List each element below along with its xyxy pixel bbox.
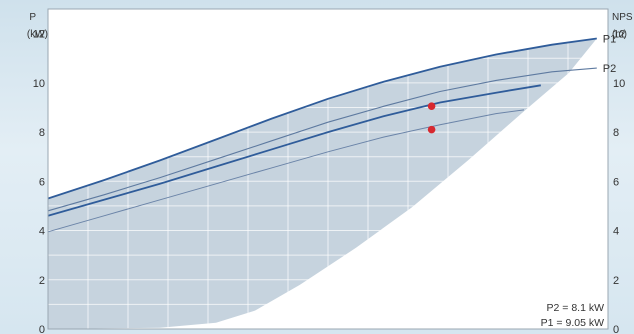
left-tick-label: 10 — [33, 78, 45, 90]
left-tick-label: 8 — [39, 127, 45, 139]
left-tick-label: 12 — [33, 29, 45, 41]
right-tick-label: 0 — [613, 324, 619, 334]
curve-label-p1: P1 — [603, 34, 616, 46]
readout-p1: P1 = 9.05 kW — [541, 317, 604, 329]
operating-point-1 — [427, 102, 436, 111]
right-tick-label: 6 — [613, 176, 619, 188]
right-tick-label: 4 — [613, 226, 619, 238]
left-axis-ticks: 0 2 4 6 8 10 12 — [33, 29, 45, 334]
right-tick-label: 2 — [613, 275, 619, 287]
left-tick-label: 4 — [39, 226, 45, 238]
curve-series-3 — [47, 84, 541, 217]
curve-labels: P1 P2 — [603, 34, 616, 76]
left-tick-label: 0 — [39, 324, 45, 334]
right-tick-label: 12 — [613, 29, 625, 41]
right-axis-unit: (m) — [612, 29, 627, 40]
right-tick-label: 8 — [613, 127, 619, 139]
right-axis-label: NPS — [612, 12, 633, 23]
right-axis-ticks: 0 2 4 6 8 10 12 — [613, 29, 625, 334]
left-axis-unit: (kW) — [27, 29, 48, 40]
readout-p2: P2 = 8.1 kW — [547, 302, 605, 314]
curve-p1 — [47, 37, 597, 200]
operating-point-2 — [427, 125, 436, 134]
left-tick-label: 2 — [39, 275, 45, 287]
left-axis-label: P — [29, 12, 36, 23]
operating-envelope — [48, 38, 597, 329]
curve-label-p2: P2 — [603, 63, 616, 75]
operating-points — [427, 102, 436, 134]
right-tick-label: 10 — [613, 78, 625, 90]
left-tick-label: 6 — [39, 176, 45, 188]
curve-series-4 — [47, 109, 525, 233]
plot-border — [47, 8, 609, 330]
curve-p2 — [47, 67, 597, 212]
performance-curves — [47, 37, 597, 233]
